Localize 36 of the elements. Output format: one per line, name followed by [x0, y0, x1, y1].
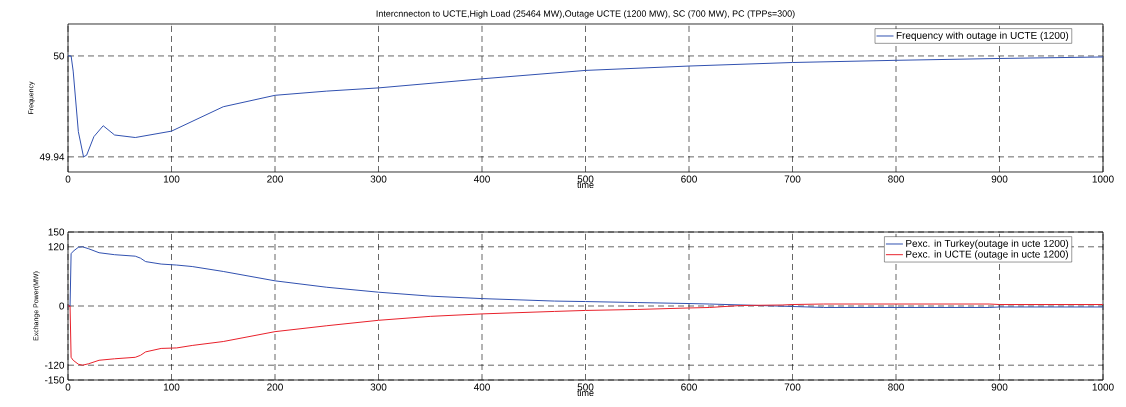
x-tick-label: 800: [888, 175, 904, 183]
x-tick-label: 300: [370, 383, 387, 391]
legend-label: Frequency with outage in UCTE (1200): [896, 31, 1069, 41]
x-tick-label: 500: [577, 383, 594, 391]
x-tick-label: 600: [681, 175, 697, 183]
x-tick-label: 900: [991, 383, 1008, 391]
x-tick-label: 0: [65, 383, 71, 391]
x-axis-title: time: [577, 181, 594, 188]
legend-label: Pexc. in Turkey(outage in ucte 1200): [906, 239, 1069, 249]
y-tick-label: 120: [48, 243, 65, 251]
y-tick-label: 0: [59, 302, 65, 310]
x-tick-label: 1000: [1092, 175, 1114, 183]
x-tick-label: 600: [681, 383, 697, 391]
x-tick-label: 400: [473, 175, 490, 183]
y-tick-label: 49.94: [39, 153, 65, 161]
x-tick-label: 200: [267, 175, 283, 183]
chart-title: Intercnnecton to UCTE,High Load (25464 MW),Outage UCTE (1200 MW), SC (700 MW), PC (TPPs=300): [376, 10, 795, 19]
x-tick-label: 1000: [1092, 383, 1114, 391]
x-tick-label: 100: [163, 175, 180, 183]
x-tick-label: 400: [473, 383, 490, 391]
x-tick-label: 700: [784, 175, 801, 183]
y-tick-label: -120: [44, 361, 65, 369]
x-tick-label: 100: [163, 383, 180, 391]
x-tick-label: 800: [888, 383, 904, 391]
x-axis-title: time: [577, 389, 594, 396]
line-series: [68, 303, 1104, 366]
x-tick-label: 0: [65, 175, 71, 183]
x-tick-label: 500: [577, 175, 594, 183]
legend-label: Pexc. in UCTE (outage in ucte 1200): [906, 250, 1068, 260]
y-tick-label: 50: [53, 52, 65, 60]
x-tick-label: 300: [370, 175, 387, 183]
y-tick-label: -150: [44, 376, 65, 384]
x-tick-label: 700: [784, 383, 801, 391]
x-tick-label: 200: [267, 383, 283, 391]
y-tick-label: 150: [48, 228, 65, 236]
x-tick-label: 900: [991, 175, 1008, 183]
